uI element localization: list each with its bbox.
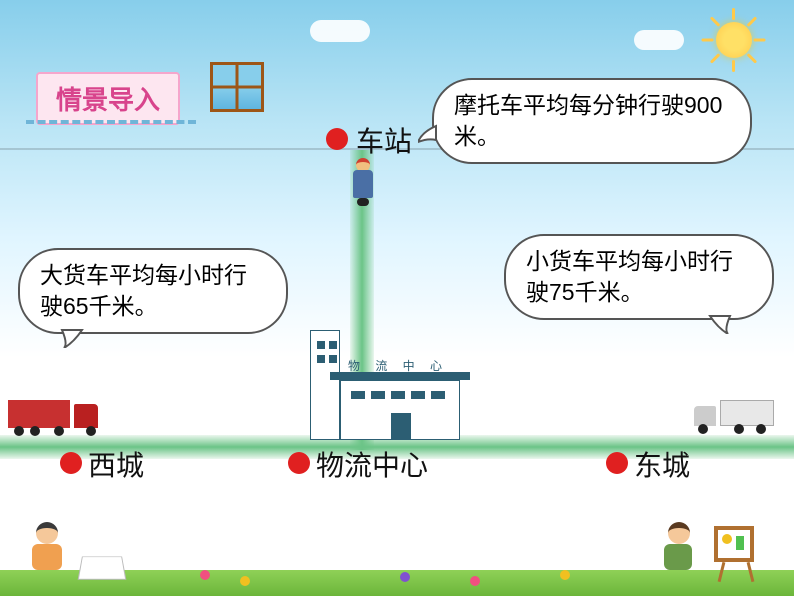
flower-icon [470, 576, 480, 586]
flower-icon [240, 576, 250, 586]
east-label: 东城 [634, 444, 690, 484]
cloud-icon [634, 30, 684, 50]
small-truck-bubble: 小货车平均每小时行驶75千米。 [504, 234, 774, 320]
easel-icon [714, 526, 758, 582]
open-book-icon [78, 557, 127, 580]
station-label: 车站 [356, 120, 412, 160]
flower-icon [400, 572, 410, 582]
big-truck-icon [8, 396, 98, 434]
moto-bubble-text: 摩托车平均每分钟行驶900米。 [454, 92, 722, 149]
scene-title: 情景导入 [36, 72, 180, 125]
title-underline [26, 120, 196, 124]
building-sign: 物 流 中 心 [348, 357, 448, 374]
center-marker [288, 452, 310, 474]
west-label: 西城 [88, 444, 144, 484]
child-painting-icon [654, 518, 704, 578]
big-truck-bubble-text: 大货车平均每小时行驶65千米。 [40, 262, 247, 319]
child-reading-icon [16, 518, 76, 578]
moto-bubble: 摩托车平均每分钟行驶900米。 [432, 78, 752, 164]
cloud-icon [310, 20, 370, 42]
flower-icon [200, 570, 210, 580]
motorcycle-icon [346, 160, 380, 206]
flower-icon [560, 570, 570, 580]
small-truck-bubble-text: 小货车平均每小时行驶75千米。 [526, 248, 733, 305]
west-marker [60, 452, 82, 474]
big-truck-bubble: 大货车平均每小时行驶65千米。 [18, 248, 288, 334]
logistics-building-icon: 物 流 中 心 [300, 330, 480, 440]
center-label: 物流中心 [316, 444, 428, 484]
east-marker [606, 452, 628, 474]
station-marker [326, 128, 348, 150]
window-icon [210, 62, 270, 118]
small-truck-icon [694, 398, 774, 432]
sun-icon [704, 10, 764, 70]
